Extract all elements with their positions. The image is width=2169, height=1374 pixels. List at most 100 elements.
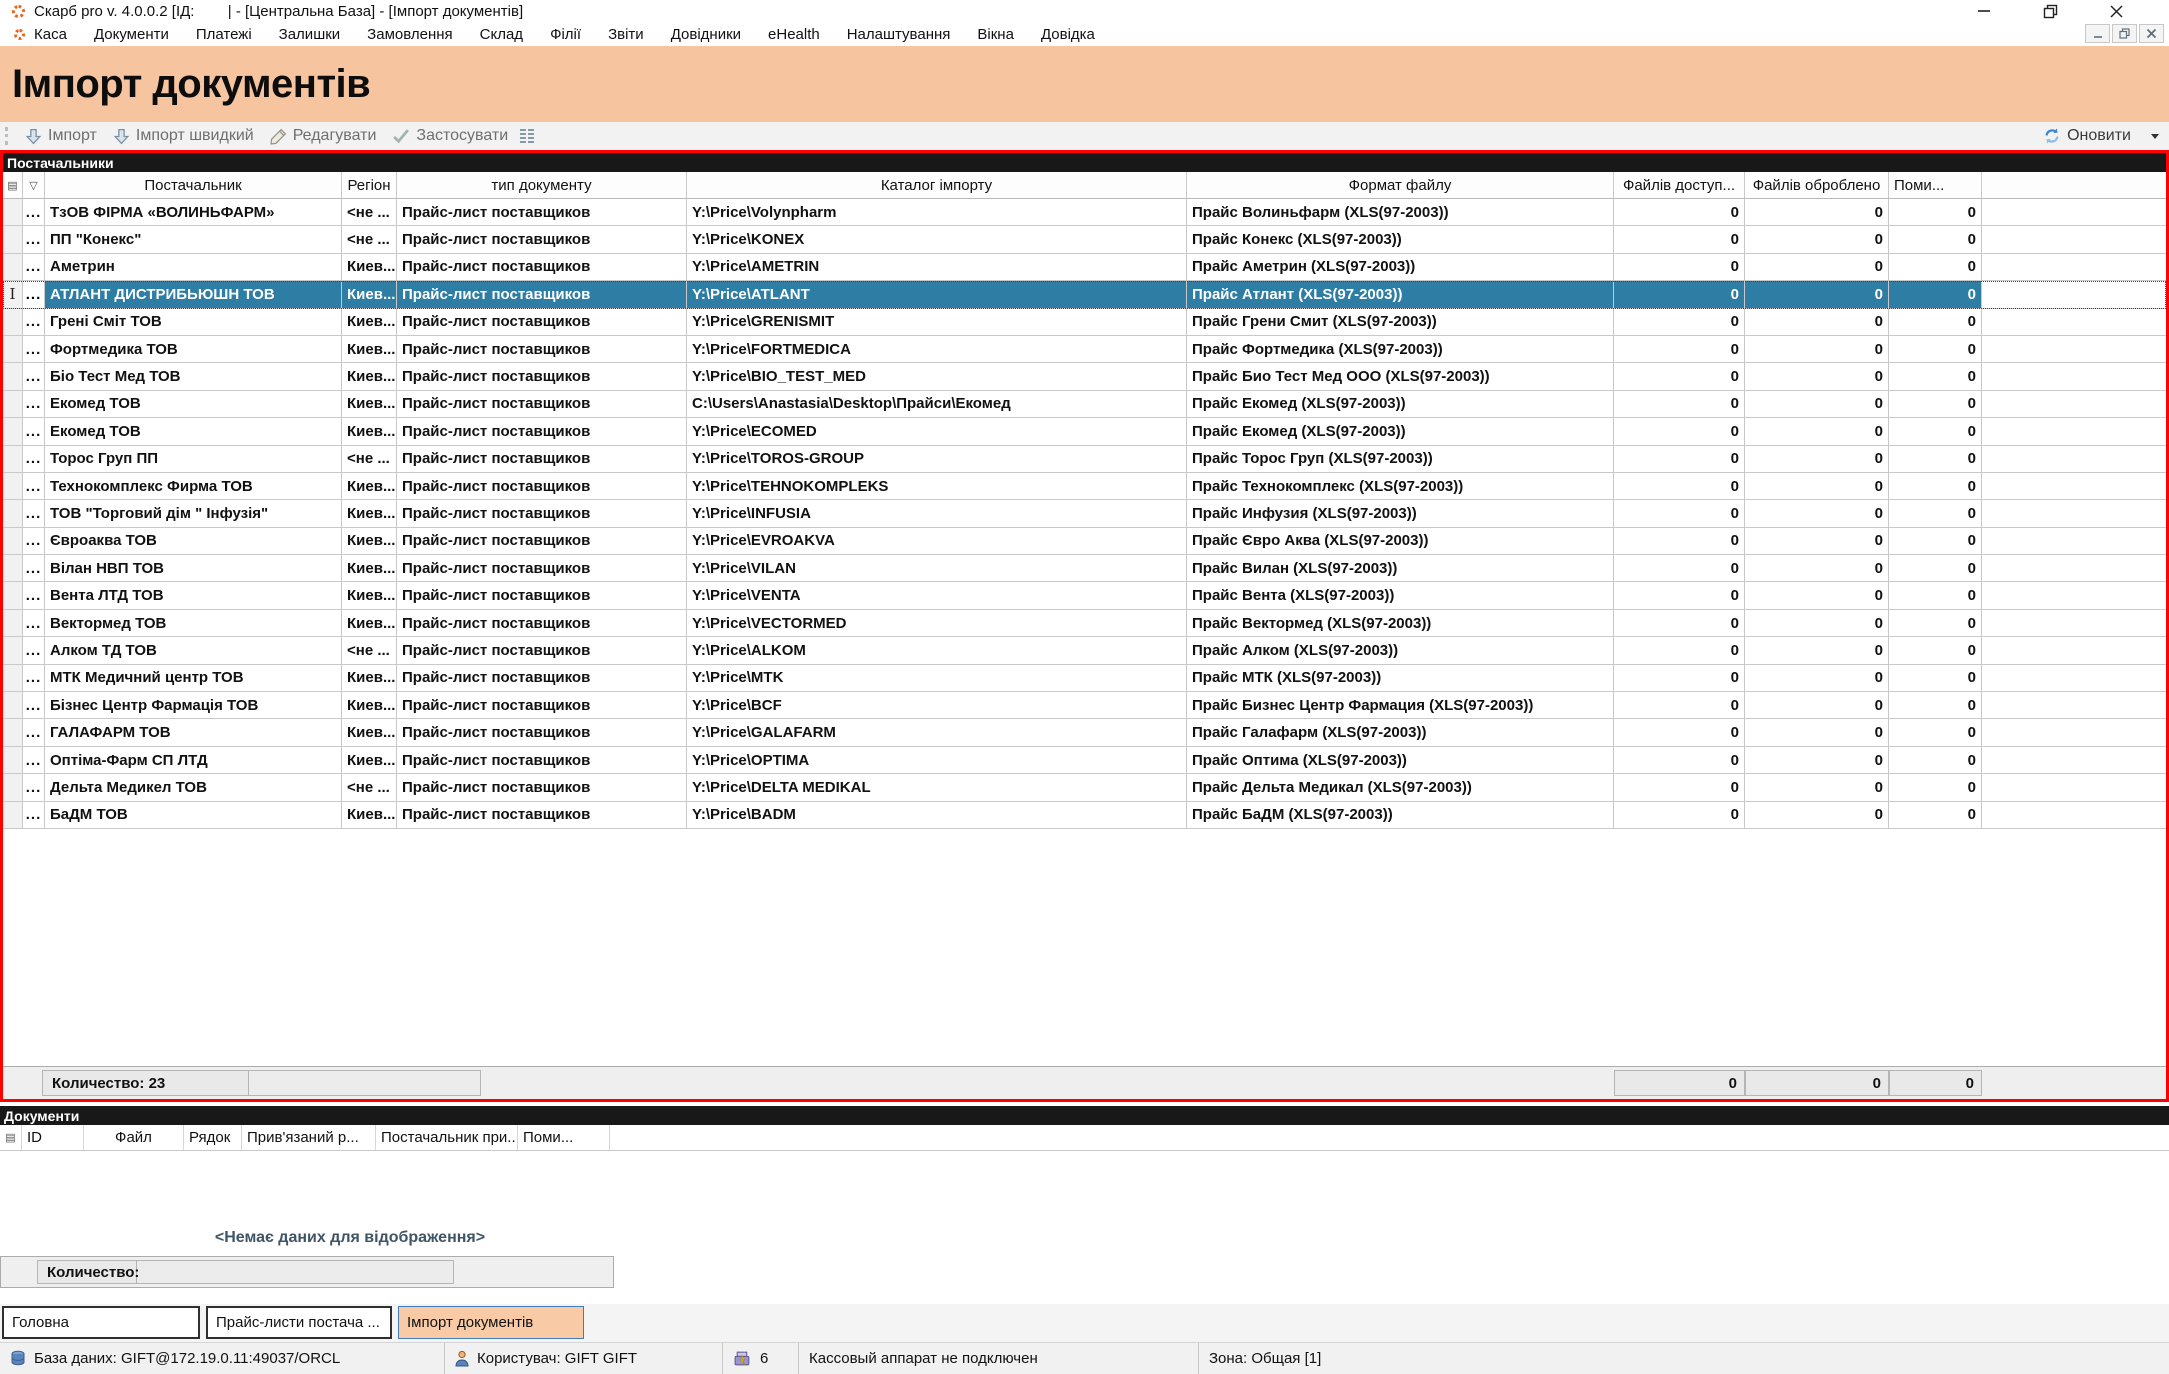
column-header-row[interactable]: Рядок xyxy=(184,1125,242,1150)
cell-catalog: Y:\Price\FORTMEDICA xyxy=(687,335,1187,363)
menu-zvity[interactable]: Звіти xyxy=(608,25,644,43)
import-button[interactable]: Імпорт xyxy=(17,123,105,149)
table-row[interactable]: ... Екомед ТОВ Киев... Прайс-лист постав… xyxy=(3,390,2166,419)
close-button[interactable] xyxy=(2083,0,2149,22)
table-row[interactable]: ... ТзОВ ФІРМА «ВОЛИНЬФАРМ» <не ... Прай… xyxy=(3,199,2166,227)
column-header-catalog[interactable]: Каталог імпорту xyxy=(687,172,1187,198)
column-header-linked-row[interactable]: Прив'язаний р... xyxy=(242,1125,376,1150)
menu-sklad[interactable]: Склад xyxy=(479,25,524,43)
menu-nalashtuvannia[interactable]: Налаштування xyxy=(846,25,951,43)
row-ellipsis-button[interactable]: ... xyxy=(23,609,45,637)
row-ellipsis-button[interactable]: ... xyxy=(23,719,45,746)
table-row[interactable]: ... Аметрин Киев... Прайс-лист поставщик… xyxy=(3,253,2166,282)
cell-doctype: Прайс-лист поставщиков xyxy=(397,719,687,746)
minimize-button[interactable] xyxy=(1951,0,2017,22)
menu-kasa[interactable]: Каса xyxy=(34,25,67,43)
table-row[interactable]: ... Дельта Медикел ТОВ <не ... Прайс-лис… xyxy=(3,774,2166,802)
table-row[interactable]: ... Технокомплекс Фирма ТОВ Киев... Прай… xyxy=(3,472,2166,501)
column-header-errors[interactable]: Поми... xyxy=(1889,172,1982,198)
menu-dovidka[interactable]: Довідка xyxy=(1040,25,1095,43)
row-ellipsis-button[interactable]: ... xyxy=(23,418,45,445)
row-ellipsis-button[interactable]: ... xyxy=(23,226,45,253)
mdi-restore-button[interactable] xyxy=(2112,24,2137,43)
table-row[interactable]: ... БаДМ ТОВ Киев... Прайс-лист поставщи… xyxy=(3,801,2166,829)
column-header-supplier[interactable]: Постачальник xyxy=(45,172,342,198)
refresh-button[interactable]: Оновити xyxy=(2035,123,2139,149)
menu-dovidnyky[interactable]: Довідники xyxy=(670,25,742,43)
tab-holovna[interactable]: Головна xyxy=(2,1306,200,1339)
table-row[interactable]: ... Торос Груп ПП <не ... Прайс-лист пос… xyxy=(3,445,2166,473)
cell-doctype: Прайс-лист поставщиков xyxy=(397,664,687,692)
row-ellipsis-button[interactable]: ... xyxy=(23,308,45,335)
row-ellipsis-button[interactable]: ... xyxy=(23,692,45,719)
row-ellipsis-button[interactable]: ... xyxy=(23,445,45,472)
table-row[interactable]: ... Євроаква ТОВ Киев... Прайс-лист пост… xyxy=(3,527,2166,556)
menu-vikna[interactable]: Вікна xyxy=(977,25,1014,43)
refresh-dropdown-icon[interactable] xyxy=(2151,133,2159,139)
menu-zalyshky[interactable]: Залишки xyxy=(278,25,341,43)
column-header-doctype[interactable]: тип документу xyxy=(397,172,687,198)
table-row[interactable]: ... Грені Сміт ТОВ Киев... Прайс-лист по… xyxy=(3,308,2166,336)
row-ellipsis-button[interactable]: ... xyxy=(23,390,45,418)
row-ellipsis-button[interactable]: ... xyxy=(23,555,45,582)
table-row[interactable]: ... Алком ТД ТОВ <не ... Прайс-лист пост… xyxy=(3,637,2166,665)
row-ellipsis-button[interactable]: ... xyxy=(23,253,45,281)
menu-zamovlennia[interactable]: Замовлення xyxy=(367,25,453,43)
column-header-file[interactable]: Файл xyxy=(84,1125,184,1150)
grid-menu-icon[interactable]: ▤ xyxy=(0,1125,22,1150)
column-header-format[interactable]: Формат файлу xyxy=(1187,172,1614,198)
row-ellipsis-button[interactable]: ... xyxy=(23,637,45,664)
table-row[interactable]: ... Вектормед ТОВ Киев... Прайс-лист пос… xyxy=(3,609,2166,638)
column-header-supplier-price[interactable]: Постачальник при... xyxy=(376,1125,518,1150)
table-row[interactable]: ... Вілан НВП ТОВ Киев... Прайс-лист пос… xyxy=(3,555,2166,583)
sort-indicator-icon[interactable]: ▽ xyxy=(23,172,45,198)
row-ellipsis-button[interactable]: ... xyxy=(23,472,45,500)
cell-format: Прайс Технокомплекс (XLS(97-2003)) xyxy=(1187,472,1614,500)
row-ellipsis-button[interactable]: ... xyxy=(23,801,45,828)
menu-ehealth[interactable]: eHealth xyxy=(768,25,820,43)
column-chooser-icon[interactable] xyxy=(520,128,535,144)
row-ellipsis-button[interactable]: ... xyxy=(23,527,45,555)
table-row[interactable]: ... Фортмедика ТОВ Киев... Прайс-лист по… xyxy=(3,335,2166,364)
tab-import-documents[interactable]: Імпорт документів xyxy=(398,1306,584,1339)
column-header-errors[interactable]: Поми... xyxy=(518,1125,610,1150)
row-ellipsis-button[interactable]: ... xyxy=(23,746,45,774)
column-header-files-processed[interactable]: Файлів оброблено xyxy=(1745,172,1889,198)
column-header-region[interactable]: Регіон xyxy=(342,172,397,198)
table-row[interactable]: ... МТК Медичний центр ТОВ Киев... Прайс… xyxy=(3,664,2166,693)
row-ellipsis-button[interactable]: ... xyxy=(23,199,45,226)
table-row[interactable]: ... ПП "Конекс" <не ... Прайс-лист поста… xyxy=(3,226,2166,254)
table-row[interactable]: ... Екомед ТОВ Киев... Прайс-лист постав… xyxy=(3,418,2166,446)
menu-filii[interactable]: Філії xyxy=(550,25,582,43)
cell-files-processed: 0 xyxy=(1745,335,1889,363)
menu-platezhi[interactable]: Платежі xyxy=(195,25,252,43)
restore-button[interactable] xyxy=(2017,0,2083,22)
table-row[interactable]: ... Оптіма-Фарм СП ЛТД Киев... Прайс-лис… xyxy=(3,746,2166,775)
row-ellipsis-button[interactable]: ... xyxy=(23,664,45,692)
cell-files-available: 0 xyxy=(1614,664,1745,692)
column-header-id[interactable]: ID xyxy=(22,1125,84,1150)
row-ellipsis-button[interactable]: ... xyxy=(23,500,45,527)
grid-menu-icon[interactable]: ▤ xyxy=(3,172,23,198)
edit-button[interactable]: Редагувати xyxy=(262,123,385,149)
table-row[interactable]: ... ТОВ "Торговий дім " Інфузія" Киев...… xyxy=(3,500,2166,528)
tab-price-lists[interactable]: Прайс-листи постача ... xyxy=(206,1306,392,1339)
column-header-files-available[interactable]: Файлів доступ... xyxy=(1614,172,1745,198)
row-ellipsis-button[interactable]: ... xyxy=(23,363,45,390)
table-row[interactable]: ... АТЛАНТ ДИСТРИБЬЮШН ТОВ Киев... Прайс… xyxy=(3,281,2166,309)
table-row[interactable]: ... Біо Тест Мед ТОВ Киев... Прайс-лист … xyxy=(3,363,2166,391)
row-ellipsis-button[interactable]: ... xyxy=(23,582,45,609)
mdi-minimize-button[interactable] xyxy=(2085,24,2110,43)
import-fast-button[interactable]: Імпорт швидкий xyxy=(105,123,262,149)
cell-doctype: Прайс-лист поставщиков xyxy=(397,199,687,226)
row-ellipsis-button[interactable]: ... xyxy=(23,335,45,363)
row-ellipsis-button[interactable]: ... xyxy=(23,281,45,308)
apply-button[interactable]: Застосувати xyxy=(384,123,516,149)
table-row[interactable]: ... Вента ЛТД ТОВ Киев... Прайс-лист пос… xyxy=(3,582,2166,610)
table-row[interactable]: ... Бізнес Центр Фармація ТОВ Киев... Пр… xyxy=(3,692,2166,720)
table-row[interactable]: ... ГАЛАФАРМ ТОВ Киев... Прайс-лист пост… xyxy=(3,719,2166,747)
cell-region: Киев... xyxy=(342,555,397,582)
row-ellipsis-button[interactable]: ... xyxy=(23,774,45,801)
mdi-close-button[interactable] xyxy=(2139,24,2164,43)
menu-dokumenty[interactable]: Документи xyxy=(93,25,169,43)
